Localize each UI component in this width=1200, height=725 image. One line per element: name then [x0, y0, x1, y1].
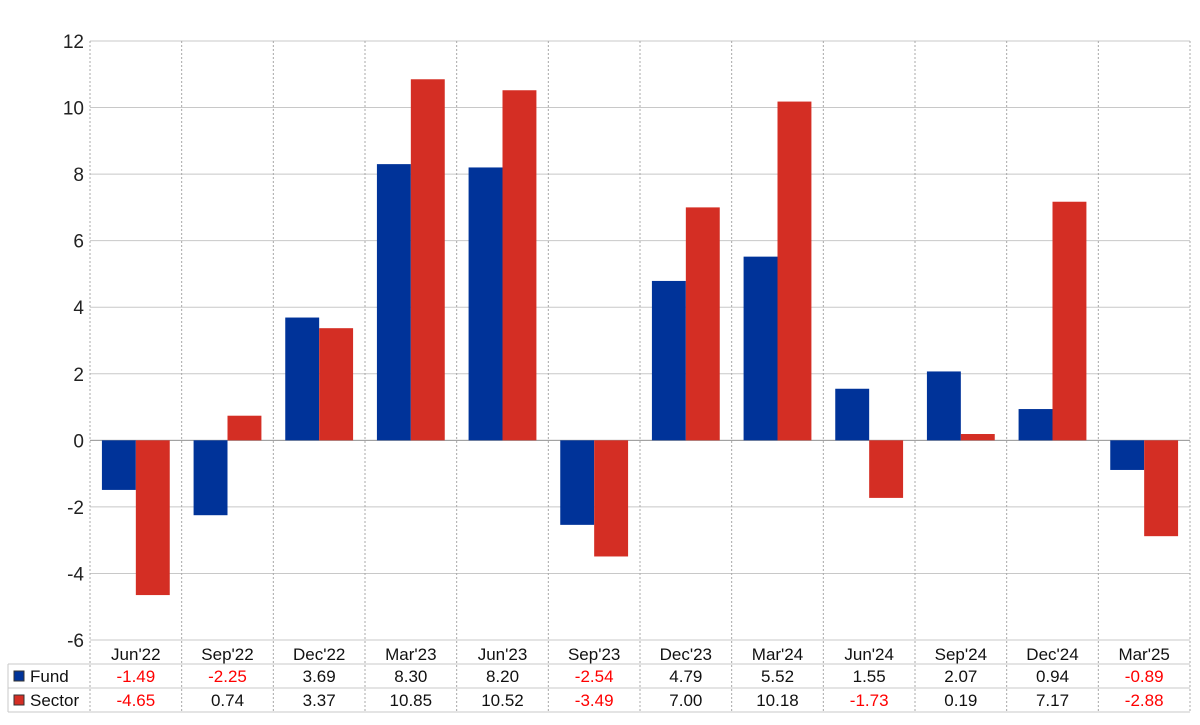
data-label-fund: 1.55	[853, 667, 886, 686]
x-tick-label: Mar'25	[1118, 645, 1169, 664]
y-tick-label: 8	[73, 165, 84, 186]
x-tick-label: Sep'24	[935, 645, 987, 664]
data-label-sector: -3.49	[575, 691, 614, 710]
data-label-sector: -4.65	[116, 691, 155, 710]
bar-sector	[319, 328, 354, 441]
bar-fund	[926, 371, 961, 441]
bar-sector	[410, 79, 445, 441]
y-tick-label: 4	[73, 298, 84, 319]
bars	[101, 79, 1179, 596]
grid-lines	[89, 40, 1191, 712]
x-tick-label: Jun'22	[111, 645, 161, 664]
y-axis: 12 10 8 6 4 2 0 -2 -4 -6	[63, 32, 85, 652]
data-label-sector: 10.85	[390, 691, 433, 710]
x-tick-label: Dec'24	[1026, 645, 1078, 664]
y-tick-label: -4	[67, 564, 84, 585]
data-label-fund: 3.69	[303, 667, 336, 686]
data-label-sector: -2.88	[1125, 691, 1164, 710]
bar-fund	[651, 280, 686, 441]
data-label-fund: 8.30	[394, 667, 427, 686]
bar-sector	[685, 207, 720, 441]
bar-sector	[502, 90, 537, 441]
legend-swatch-sector	[13, 694, 25, 706]
data-label-fund: -2.54	[575, 667, 614, 686]
bar-fund	[560, 440, 595, 525]
bar-fund	[835, 388, 870, 441]
bar-sector	[135, 440, 170, 596]
data-label-sector: 10.52	[481, 691, 524, 710]
data-label-sector: 0.19	[944, 691, 977, 710]
bar-fund	[376, 164, 411, 441]
bar-fund	[285, 317, 320, 441]
data-label-sector: 3.37	[303, 691, 336, 710]
y-tick-label: 0	[73, 431, 84, 452]
bar-fund	[743, 256, 778, 441]
x-tick-label: Jun'23	[478, 645, 528, 664]
y-tick-label: -2	[67, 498, 84, 519]
data-label-sector: 10.18	[756, 691, 799, 710]
bar-fund	[1110, 440, 1145, 470]
bar-fund	[101, 440, 136, 490]
legend-label-fund: Fund	[30, 667, 69, 686]
x-tick-label: Jun'24	[844, 645, 894, 664]
bar-sector	[227, 415, 262, 441]
legend-swatch-fund	[13, 670, 25, 682]
data-label-sector: -1.73	[850, 691, 889, 710]
bar-sector	[1144, 440, 1179, 537]
x-tick-label: Mar'24	[752, 645, 803, 664]
data-label-fund: 0.94	[1036, 667, 1069, 686]
x-tick-label: Dec'22	[293, 645, 345, 664]
data-table: Jun'22 Sep'22 Dec'22 Mar'23 Jun'23 Sep'23 Dec'…	[7, 645, 1190, 713]
data-label-sector: 0.74	[211, 691, 244, 710]
bar-fund	[193, 440, 228, 516]
data-label-fund: -0.89	[1125, 667, 1164, 686]
bar-fund	[468, 167, 503, 441]
x-tick-label: Sep'23	[568, 645, 620, 664]
bar-sector	[869, 440, 904, 498]
y-tick-label: 12	[63, 32, 84, 53]
y-tick-label: 2	[73, 365, 84, 386]
data-label-sector: 7.17	[1036, 691, 1069, 710]
x-tick-label: Sep'22	[201, 645, 253, 664]
data-label-sector: 7.00	[669, 691, 702, 710]
y-tick-label: 10	[63, 99, 84, 120]
bar-sector	[960, 434, 995, 441]
data-label-fund: 5.52	[761, 667, 794, 686]
y-tick-label: 6	[73, 232, 84, 253]
legend-label-sector: Sector	[30, 691, 79, 710]
bar-sector	[1052, 201, 1087, 441]
x-tick-label: Dec'23	[660, 645, 712, 664]
data-label-fund: 2.07	[944, 667, 977, 686]
bar-fund	[1018, 409, 1053, 441]
data-label-fund: -2.25	[208, 667, 247, 686]
data-label-fund: -1.49	[116, 667, 155, 686]
data-label-fund: 4.79	[669, 667, 702, 686]
bar-sector	[777, 101, 812, 441]
data-label-fund: 8.20	[486, 667, 519, 686]
y-tick-label: -6	[67, 631, 84, 652]
x-tick-label: Mar'23	[385, 645, 436, 664]
bar-sector	[594, 440, 629, 557]
